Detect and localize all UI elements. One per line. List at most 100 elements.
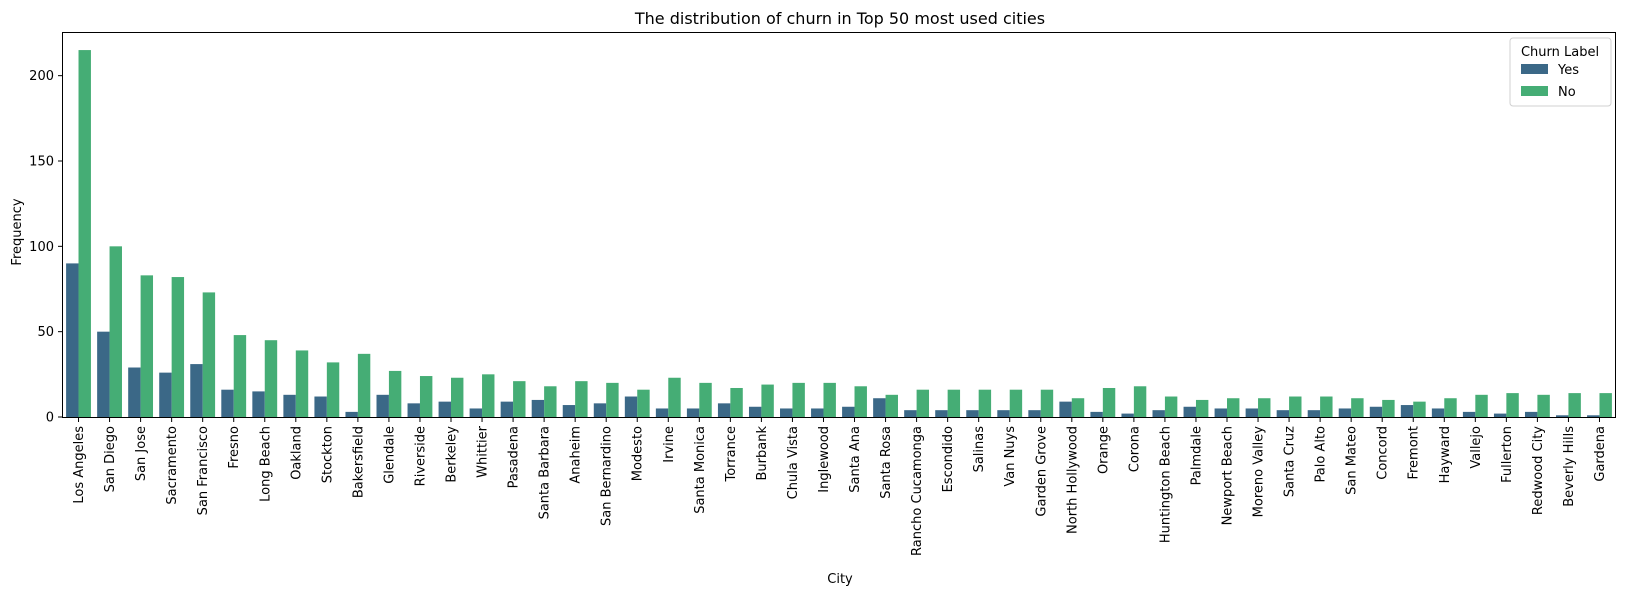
- y-tick-label: 200: [29, 69, 54, 84]
- bar-no-modesto: [637, 389, 650, 417]
- legend-label-yes: Yes: [1557, 63, 1579, 78]
- bar-no-fremont: [1413, 401, 1426, 417]
- bar-no-san-francisco: [202, 292, 216, 417]
- bar-no-san-mateo: [1351, 398, 1364, 417]
- x-tick-label: Berkeley: [445, 426, 460, 483]
- bar-no-berkeley: [451, 377, 464, 417]
- bar-yes-sacramento: [159, 372, 172, 417]
- x-tick-label: Bakersfield: [351, 426, 366, 498]
- bar-no-beverly-hills: [1568, 393, 1581, 417]
- bar-no-escondido: [947, 389, 961, 417]
- y-tick-label: 100: [29, 240, 54, 255]
- x-tick-label: San Mateo: [1345, 426, 1360, 495]
- x-tick-label: Santa Monica: [693, 426, 708, 514]
- bar-no-santa-monica: [699, 382, 712, 417]
- x-tick-label: Chula Vista: [786, 426, 801, 499]
- x-tick-label: Hayward: [1438, 426, 1453, 483]
- bar-no-chula-vista: [792, 382, 805, 417]
- bar-yes-gardena: [1587, 415, 1600, 417]
- x-tick-label: San Diego: [103, 426, 118, 492]
- bar-no-sacramento: [171, 277, 185, 417]
- x-tick-label: Garden Grove: [1034, 426, 1049, 517]
- bar-yes-pasadena: [500, 401, 514, 417]
- bar-no-newport-beach: [1227, 398, 1240, 417]
- bar-yes-redwood-city: [1524, 411, 1538, 417]
- bar-yes-palo-alto: [1307, 410, 1321, 417]
- bar-no-salinas: [978, 389, 992, 417]
- x-tick-label: San Francisco: [196, 426, 211, 515]
- x-tick-label: Whittier: [476, 425, 491, 478]
- bar-no-santa-ana: [854, 386, 867, 417]
- x-tick-label: Corona: [1127, 426, 1142, 472]
- bar-no-redwood-city: [1537, 394, 1550, 417]
- legend-label-no: No: [1558, 85, 1576, 100]
- bar-no-hayward: [1444, 398, 1457, 417]
- bar-yes-palmdale: [1183, 406, 1196, 417]
- x-tick-label: Santa Ana: [848, 426, 863, 493]
- x-tick-label: North Hollywood: [1065, 426, 1080, 534]
- bar-yes-santa-barbara: [531, 399, 545, 417]
- x-tick-label: Redwood City: [1531, 426, 1546, 515]
- legend-swatch-no: [1521, 86, 1548, 96]
- bar-no-vallejo: [1475, 394, 1488, 417]
- bar-yes-glendale: [376, 394, 389, 417]
- bar-yes-vallejo: [1462, 411, 1476, 417]
- x-tick-label: Rancho Cucamonga: [910, 426, 925, 556]
- x-tick-label: Palmdale: [1189, 426, 1204, 485]
- bar-yes-fremont: [1400, 405, 1414, 417]
- bar-yes-modesto: [624, 396, 638, 417]
- bar-yes-san-mateo: [1338, 408, 1352, 417]
- x-tick-label: Moreno Valley: [1252, 426, 1267, 518]
- x-tick-label: Huntington Beach: [1158, 426, 1173, 543]
- bar-yes-long-beach: [252, 391, 265, 417]
- bar-no-whittier: [482, 374, 495, 417]
- bar-no-san-jose: [140, 275, 154, 417]
- bar-yes-newport-beach: [1214, 408, 1227, 417]
- bar-yes-beverly-hills: [1556, 415, 1569, 417]
- x-tick-label: Riverside: [413, 426, 428, 486]
- bar-no-san-bernardino: [606, 382, 619, 417]
- chart-title: The distribution of churn in Top 50 most…: [634, 9, 1045, 28]
- x-tick-label: Long Beach: [258, 426, 273, 502]
- x-tick-label: Burbank: [755, 426, 770, 481]
- bar-yes-garden-grove: [1028, 410, 1041, 417]
- bar-no-corona: [1133, 386, 1147, 417]
- x-tick-label: Vallejo: [1469, 426, 1484, 469]
- bar-yes-inglewood: [811, 408, 824, 417]
- bar-no-long-beach: [264, 340, 278, 417]
- bar-no-gardena: [1599, 393, 1612, 417]
- bar-yes-rancho-cucamonga: [904, 410, 917, 417]
- bar-yes-santa-monica: [686, 408, 700, 417]
- bar-no-stockton: [326, 362, 340, 417]
- y-tick-label: 50: [37, 325, 54, 340]
- bar-yes-torrance: [717, 403, 731, 417]
- bar-no-van-nuys: [1009, 389, 1023, 417]
- x-tick-label: Stockton: [320, 426, 335, 483]
- bar-yes-san-jose: [128, 367, 141, 417]
- bar-no-palmdale: [1195, 399, 1209, 417]
- bar-yes-concord: [1369, 406, 1383, 417]
- bar-yes-oakland: [283, 394, 296, 417]
- x-axis-label: City: [827, 572, 853, 587]
- x-tick-label: Los Angeles: [72, 426, 87, 504]
- x-tick-label: San Jose: [134, 426, 149, 481]
- bar-no-inglewood: [823, 382, 836, 417]
- bar-no-fullerton: [1506, 393, 1519, 417]
- y-tick-label: 150: [29, 155, 54, 170]
- x-tick-label: Salinas: [972, 426, 987, 473]
- bar-no-santa-rosa: [885, 394, 898, 417]
- bar-yes-chula-vista: [780, 408, 793, 417]
- x-tick-label: Escondido: [941, 426, 956, 492]
- bar-yes-san-diego: [97, 331, 110, 417]
- bar-yes-orange: [1090, 411, 1103, 417]
- bar-yes-corona: [1121, 413, 1134, 417]
- x-tick-label: Van Nuys: [1003, 426, 1018, 487]
- bar-yes-fullerton: [1493, 413, 1507, 417]
- bar-no-north-hollywood: [1071, 398, 1085, 417]
- bar-yes-fresno: [221, 389, 234, 417]
- legend-swatch-yes: [1521, 64, 1548, 74]
- x-tick-label: Orange: [1096, 426, 1111, 474]
- bar-no-anaheim: [575, 381, 588, 417]
- bars-layer: [66, 50, 1612, 417]
